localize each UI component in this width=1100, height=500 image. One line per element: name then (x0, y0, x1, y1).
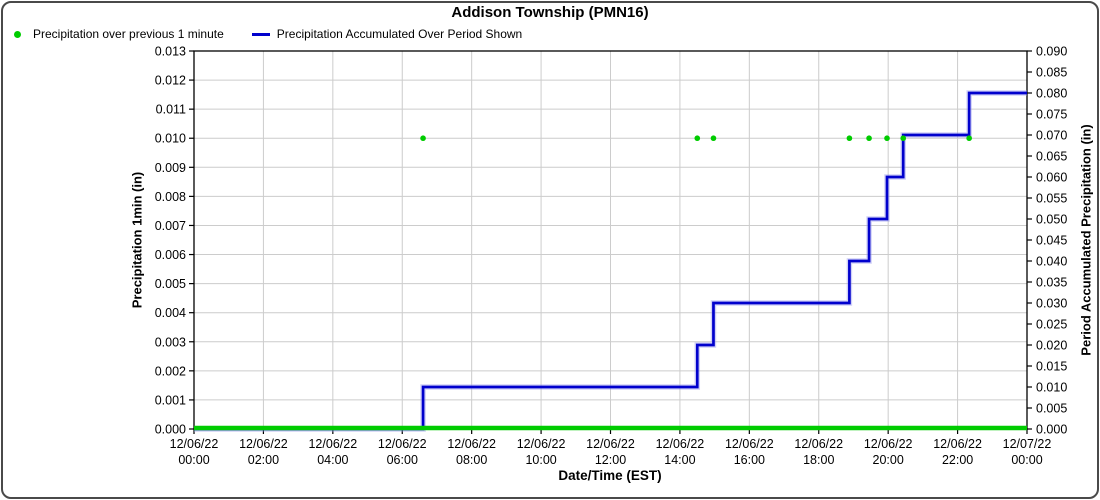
precip-dot (900, 135, 907, 142)
legend-item-accumulated: Precipitation Accumulated Over Period Sh… (251, 27, 523, 41)
y-axis-tick-label-left: 0.006 (155, 248, 186, 262)
precip-dot (966, 135, 972, 142)
x-axis-tick-label-time: 18:00 (803, 453, 834, 467)
precip-dot (420, 135, 426, 142)
y-axis-tick-label-left: 0.005 (155, 277, 186, 291)
legend-label-1min-precip: Precipitation over previous 1 minute (33, 27, 224, 41)
x-axis-tick-label-date: 12/06/22 (933, 437, 982, 451)
y-axis-tick-label-right: 0.050 (1036, 213, 1067, 227)
y-axis-tick-label-right: 0.025 (1036, 318, 1067, 332)
x-axis-tick-label-date: 12/06/22 (447, 437, 496, 451)
x-axis-tick-label-date: 12/07/22 (1003, 437, 1052, 451)
x-axis-tick-label-date: 12/06/22 (725, 437, 774, 451)
y-axis-tick-label-left: 0.001 (155, 393, 186, 407)
precip-dot (846, 135, 853, 142)
y-axis-tick-label-right: 0.035 (1036, 276, 1067, 290)
x-axis-tick-label-time: 20:00 (873, 453, 904, 467)
precip-dot (710, 135, 717, 142)
page-title: Addison Township (PMN16) (451, 4, 649, 21)
x-axis-tick-label-date: 12/06/22 (308, 437, 357, 451)
x-axis-tick-label-date: 12/06/22 (517, 437, 566, 451)
y-axis-tick-label-right: 0.000 (1036, 423, 1067, 437)
y-axis-tick-label-right: 0.055 (1036, 192, 1067, 206)
x-axis-tick-label-time: 14:00 (664, 453, 695, 467)
x-axis-tick-label-time: 12:00 (595, 453, 626, 467)
x-axis-tick-label-date: 12/06/22 (864, 437, 913, 451)
x-axis-tick-label-time: 16:00 (734, 453, 765, 467)
legend-label-accumulated: Precipitation Accumulated Over Period Sh… (276, 27, 523, 41)
x-axis-tick-label-time: 02:00 (248, 453, 279, 467)
x-axis-tick-label-time: 22:00 (942, 453, 973, 467)
y-axis-tick-label-right: 0.045 (1036, 234, 1067, 248)
x-axis-tick-label-date: 12/06/22 (170, 437, 219, 451)
y-axis-tick-label-right: 0.015 (1036, 360, 1067, 374)
y-axis-tick-label-right: 0.070 (1036, 129, 1067, 143)
y-axis-tick-label-right: 0.085 (1036, 66, 1067, 80)
y-axis-tick-label-right: 0.030 (1036, 297, 1067, 311)
y-axis-tick-label-right: 0.060 (1036, 171, 1067, 185)
y-axis-tick-label-left: 0.007 (155, 219, 186, 233)
y-axis-tick-label-right: 0.005 (1036, 402, 1067, 416)
y-axis-tick-label-left: 0.012 (155, 74, 186, 88)
x-axis-tick-label-time: 00:00 (1011, 453, 1042, 467)
x-axis-tick-label-time: 04:00 (317, 453, 348, 467)
y-axis-tick-label-left: 0.009 (155, 161, 186, 175)
precip-dot (694, 135, 701, 142)
x-axis-tick-label-time: 08:00 (456, 453, 487, 467)
y-axis-tick-label-left: 0.000 (155, 423, 186, 437)
y-axis-tick-label-right: 0.010 (1036, 381, 1067, 395)
x-axis-tick-label-date: 12/06/22 (656, 437, 705, 451)
precip-dot (884, 135, 890, 142)
x-axis-tick-label-time: 06:00 (387, 453, 418, 467)
x-axis-title: Date/Time (EST) (558, 468, 662, 483)
y-axis-tick-label-right: 0.065 (1036, 150, 1067, 164)
x-axis-tick-label-time: 10:00 (525, 453, 556, 467)
blue-line-legend-icon (251, 32, 270, 36)
y-axis-tick-label-left: 0.003 (155, 335, 186, 349)
y-axis-tick-label-right: 0.075 (1036, 108, 1067, 122)
chart-legend: Precipitation over previous 1 minute Pre… (14, 27, 522, 41)
green-dot-legend-icon (14, 30, 21, 38)
x-axis-tick-label-date: 12/06/22 (586, 437, 635, 451)
x-axis-tick-label-date: 12/06/22 (794, 437, 843, 451)
x-axis-tick-label-date: 12/06/22 (378, 437, 427, 451)
y-axis-tick-label-left: 0.004 (155, 306, 186, 320)
accumulated-step-line (194, 91, 1027, 431)
y-axis-tick-label-left: 0.013 (155, 45, 186, 59)
precip-dot (866, 135, 872, 142)
y-axis-tick-label-right: 0.040 (1036, 255, 1067, 269)
y-axis-tick-label-right: 0.090 (1036, 45, 1067, 59)
x-axis-tick-label-time: 00:00 (178, 453, 209, 467)
y-axis-tick-label-right: 0.020 (1036, 339, 1067, 353)
y-axis-tick-label-left: 0.011 (156, 103, 186, 117)
y-axis-tick-label-left: 0.002 (155, 364, 186, 378)
y-axis-tick-label-left: 0.008 (155, 190, 186, 204)
y-axis-tick-label-right: 0.080 (1036, 87, 1067, 101)
y-axis-tick-label-left: 0.010 (155, 132, 186, 146)
x-axis-tick-label-date: 12/06/22 (239, 437, 288, 451)
